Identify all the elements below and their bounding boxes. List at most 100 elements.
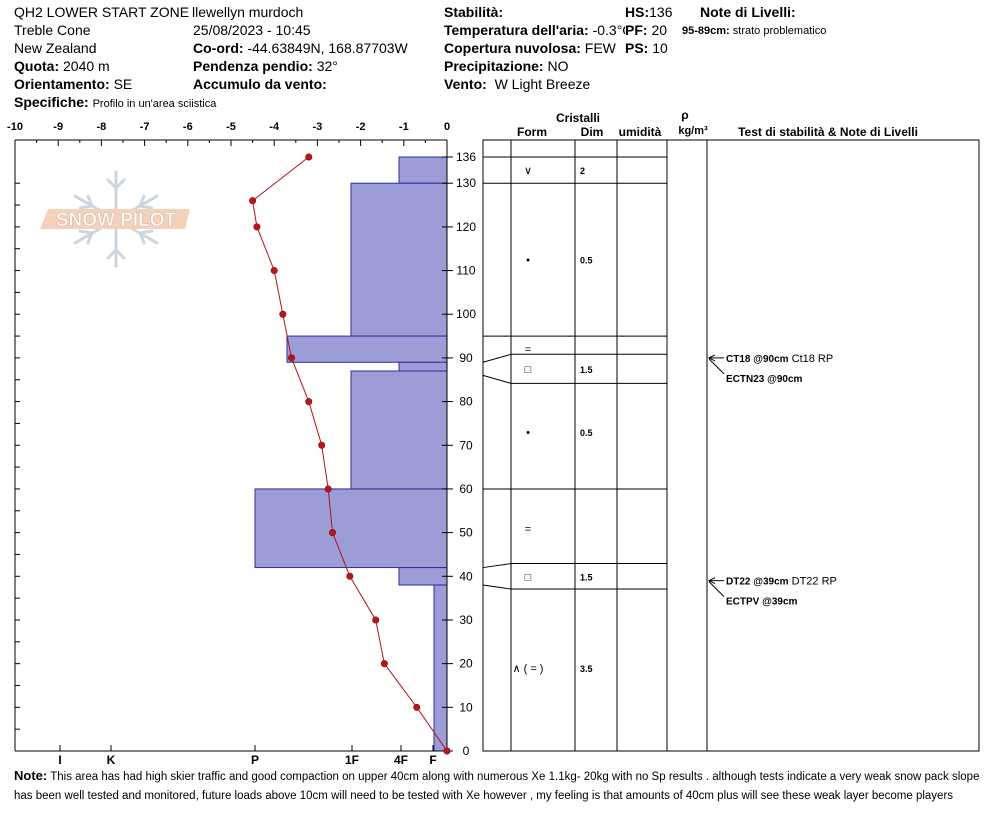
site-name: QH2 LOWER START ZONE xyxy=(14,4,190,20)
size-header: Dim xyxy=(581,125,604,139)
crystal-form-symbol: □ xyxy=(525,571,532,583)
foot-penetration: PF: 20 xyxy=(625,21,668,39)
temperature-tick-label: -10 xyxy=(7,121,23,133)
height-tick-label: 20 xyxy=(459,657,473,671)
hardness-bar xyxy=(286,335,448,363)
country: New Zealand xyxy=(14,40,97,56)
layer-boundary xyxy=(482,374,667,384)
layer-note: 95-89cm: strato problematico xyxy=(682,25,827,37)
hardness-bar xyxy=(433,584,448,752)
height-tick-label: 30 xyxy=(459,613,473,627)
temperature-tick-label: -6 xyxy=(183,121,193,133)
temperature-point xyxy=(279,310,287,318)
height-tick-label: 136 xyxy=(456,150,476,164)
snow-height: HS:136 xyxy=(625,3,673,21)
layer-table-frame xyxy=(482,139,980,752)
temperature-tick-label: -2 xyxy=(356,121,366,133)
temperature-point xyxy=(324,485,332,493)
grain-size: 1.5 xyxy=(580,572,593,582)
height-tick-label: 110 xyxy=(456,264,475,278)
temperature-point xyxy=(305,153,313,161)
height-tick-label: 40 xyxy=(459,569,473,583)
wind: Vento: W Light Breeze xyxy=(444,76,591,92)
test-arrowhead xyxy=(707,354,716,362)
hardness-tick-label: I xyxy=(58,753,61,766)
test-arrow xyxy=(708,581,725,598)
temperature-point xyxy=(329,529,337,537)
rho-header: ρ xyxy=(681,108,688,122)
layer-boundary xyxy=(482,584,667,590)
snow-profile-chart: SNOW PILOT -10 -9 -8 -7 -6 -5 -4 -3 -2 -1 0I K P 1F 4F… xyxy=(7,108,980,766)
aspect: Orientamento: SE xyxy=(14,76,133,92)
hardness-tick-label: 1F xyxy=(345,753,359,766)
notes-text: This area has had high skier traffic and… xyxy=(14,771,980,802)
height-tick-label: 120 xyxy=(456,220,476,234)
hardness-bar xyxy=(398,567,448,586)
temperature-point xyxy=(443,747,451,755)
temperature-point xyxy=(249,197,257,205)
snowpilot-watermark: SNOW PILOT xyxy=(40,170,190,268)
crystal-form-symbol: ∨ xyxy=(524,165,532,177)
hardness-bar xyxy=(350,182,448,337)
hardness-bar xyxy=(350,370,448,490)
height-tick-label: 10 xyxy=(459,700,473,714)
crystal-form-symbol: • xyxy=(526,255,530,267)
stability: Stabilità: xyxy=(444,4,504,20)
form-header: Form xyxy=(517,125,547,139)
temperature-point xyxy=(253,223,261,231)
height-tick-label: 130 xyxy=(456,176,476,190)
crystal-form-symbol: ∧ ( = ) xyxy=(513,663,544,675)
temperature-point xyxy=(380,660,388,668)
temperature-tick-label: 0 xyxy=(444,121,450,133)
sky-cover: Copertura nuvolosa: FEW xyxy=(444,40,616,56)
coordinates: Co-ord: -44.63849N, 168.87703W xyxy=(193,40,408,56)
grain-size: 2 xyxy=(580,166,585,176)
air-temperature: Temperatura dell'aria: -0.3°C xyxy=(444,22,633,38)
layer-boundary xyxy=(482,563,667,569)
hardness-tick-label: F xyxy=(429,753,436,766)
stability-test-label: ECTPV @39cm xyxy=(726,597,798,608)
crystal-form-symbol: = xyxy=(525,523,531,535)
crystal-form-symbol: • xyxy=(526,427,530,439)
tests-header: Test di stabilità & Note di Livelli xyxy=(738,125,918,139)
height-tick-label: 70 xyxy=(459,438,473,452)
stability-test-label: ECTN23 @90cm xyxy=(726,374,803,385)
precipitation: Precipitazione: NO xyxy=(444,58,569,74)
grain-size: 3.5 xyxy=(580,664,593,674)
crystal-form-symbol: = xyxy=(525,344,531,356)
hardness-tick-label: K xyxy=(107,753,116,766)
slope-angle: Pendenza pendio: 32° xyxy=(193,58,338,74)
temperature-point xyxy=(305,398,313,406)
observer: llewellyn murdoch xyxy=(192,4,304,20)
height-tick-label: 100 xyxy=(456,307,476,321)
test-arrow xyxy=(708,358,725,375)
grain-size: 0.5 xyxy=(580,256,593,266)
temperature-point xyxy=(346,572,354,580)
temperature-tick-label: -5 xyxy=(226,121,236,133)
datetime: 25/08/2023 - 10:45 xyxy=(193,22,311,38)
temperature-tick-label: -7 xyxy=(140,121,150,133)
ski-penetration: PS: 10 xyxy=(625,39,668,57)
stability-test-label: DT22 @39cm DT22 RP xyxy=(726,576,837,588)
height-tick-label: 0 xyxy=(463,744,470,758)
location: Treble Cone xyxy=(14,22,91,38)
grain-size: 0.5 xyxy=(580,428,593,438)
temperature-tick-label: -3 xyxy=(313,121,323,133)
temperature-point xyxy=(270,267,278,275)
elevation: Quota: 2040 m xyxy=(14,58,110,74)
layer-notes-title: Note di Livelli: xyxy=(700,4,796,20)
specifics: Specifiche: Profilo in un'area sciistica xyxy=(14,94,217,110)
density-header: kg/m³ xyxy=(678,125,708,137)
height-tick-label: 50 xyxy=(459,526,473,540)
moisture-header: umidità xyxy=(619,125,662,139)
hardness-bar xyxy=(398,361,448,372)
stability-test-label: CT18 @90cm Ct18 RP xyxy=(726,353,833,365)
temperature-point xyxy=(287,354,295,362)
temperature-tick-label: -4 xyxy=(269,121,280,133)
temperature-tick-label: -1 xyxy=(399,121,409,133)
temperature-point xyxy=(372,616,380,624)
temperature-point xyxy=(413,703,421,711)
svg-text:SNOW PILOT: SNOW PILOT xyxy=(56,210,177,231)
height-tick-label: 90 xyxy=(459,351,473,365)
grain-size: 1.5 xyxy=(580,365,593,375)
